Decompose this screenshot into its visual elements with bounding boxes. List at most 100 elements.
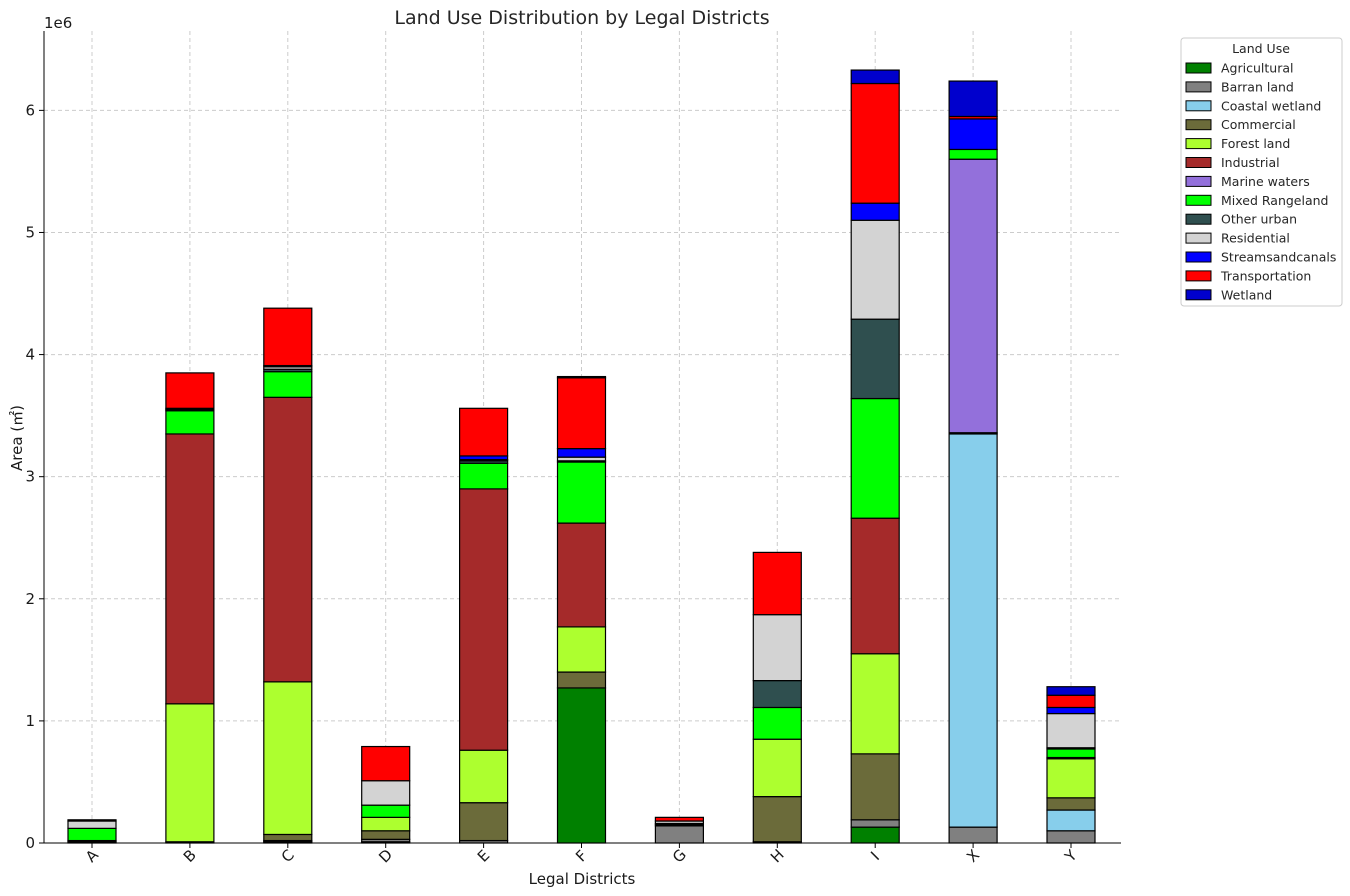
- bar-segment: [556, 377, 607, 450]
- legend-swatch: [1185, 157, 1212, 168]
- bar-segment: [752, 551, 802, 616]
- bar-segment: [165, 372, 215, 409]
- legend-label: Industrial: [1221, 155, 1280, 170]
- bar-stacks: [67, 69, 1096, 844]
- x-tick-label: Y: [1061, 846, 1082, 867]
- legend-swatch: [1185, 289, 1212, 301]
- bar-segment: [459, 407, 509, 457]
- bar-segment: [361, 804, 411, 818]
- bar-segment: [1046, 694, 1096, 709]
- bar-segment: [459, 488, 509, 751]
- bar-segment: [263, 371, 313, 398]
- legend-label: Commercial: [1221, 117, 1296, 132]
- legend-label: Agricultural: [1221, 61, 1293, 76]
- bar-segment: [654, 825, 705, 844]
- bar-segment: [850, 653, 900, 755]
- legend-swatch: [1185, 62, 1212, 74]
- y-tick-label: 1: [25, 712, 35, 730]
- legend-swatch: [1185, 232, 1212, 244]
- bar-segment: [1046, 758, 1096, 799]
- legend-label: Marine waters: [1221, 174, 1310, 189]
- bar-segment: [850, 826, 900, 844]
- bar-segment: [165, 433, 215, 705]
- bar-segment: [67, 827, 117, 842]
- bar-segment: [1046, 712, 1096, 749]
- bar-segment: [459, 802, 509, 842]
- y-axis-label: Area (㎡): [8, 405, 26, 471]
- legend-title: Land Use: [1232, 41, 1290, 56]
- y-tick-label: 3: [25, 468, 35, 486]
- x-tick-label: A: [82, 845, 103, 866]
- bar-segment: [850, 753, 900, 821]
- legend-swatch: [1185, 270, 1212, 282]
- y-tick-label: 5: [25, 223, 35, 241]
- bar-segment: [556, 671, 607, 689]
- bar-segment: [1046, 706, 1096, 715]
- legend-items: Agricultural Barran land Coastal wetland Co…: [1185, 61, 1336, 302]
- bar-segment: [361, 780, 411, 806]
- legend-swatch: [1185, 119, 1212, 131]
- bar-segment: [556, 522, 607, 628]
- bar-segment: [263, 307, 313, 367]
- legend-swatch: [1185, 251, 1212, 263]
- axes: [39, 31, 1121, 848]
- bar-segment: [850, 517, 900, 655]
- bar-segment: [1046, 748, 1096, 759]
- bar-segment: [556, 461, 607, 524]
- bar-segment: [263, 681, 313, 836]
- bar-segment: [948, 148, 998, 160]
- bar-segment: [361, 745, 411, 782]
- bar-segment: [948, 433, 998, 828]
- bar-segment: [850, 202, 900, 221]
- bar-segment: [556, 687, 607, 844]
- bar-segment: [67, 819, 117, 822]
- legend-swatch: [1185, 194, 1212, 206]
- legend-frame: [1180, 37, 1343, 307]
- legend-label: Coastal wetland: [1221, 98, 1321, 113]
- bar-segment: [165, 410, 215, 435]
- bar-segment: [850, 82, 900, 204]
- bar-segment: [948, 158, 998, 434]
- bar-segment: [263, 396, 313, 683]
- bar-segment: [752, 706, 802, 740]
- bar-segment: [752, 614, 802, 682]
- y-tick-label: 4: [25, 346, 35, 364]
- x-tick-label: X: [963, 846, 983, 866]
- bar-segment: [361, 830, 411, 840]
- legend-label: Mixed Rangeland: [1221, 193, 1328, 208]
- legend-label: Wetland: [1221, 287, 1272, 302]
- bar-segment: [165, 703, 215, 843]
- bar-segment: [948, 826, 998, 844]
- legend-swatch: [1185, 138, 1212, 150]
- y-tick-label: 0: [25, 834, 35, 852]
- bar-segment: [752, 738, 802, 798]
- bar-segment: [752, 795, 802, 843]
- x-tick-label: C: [278, 846, 298, 866]
- x-tick-label: F: [572, 847, 591, 866]
- bar-segment: [1046, 809, 1096, 832]
- bar-segment: [850, 397, 900, 519]
- bar-segment: [263, 833, 313, 842]
- bar-segment: [654, 816, 705, 822]
- bar-segment: [459, 462, 509, 490]
- bar-segment: [948, 80, 998, 118]
- x-tick-label: G: [669, 846, 690, 867]
- bar-segment: [850, 318, 900, 400]
- legend-label: Forest land: [1221, 136, 1290, 151]
- legend-label: Other urban: [1221, 212, 1297, 227]
- legend-label: Barran land: [1221, 79, 1294, 94]
- y-axis-offset-label: 1e6: [44, 14, 72, 32]
- legend-label: Residential: [1221, 231, 1290, 246]
- bar-segment: [1046, 797, 1096, 811]
- bar-segment: [1046, 830, 1096, 844]
- legend-swatch: [1185, 81, 1212, 93]
- x-tick-label: E: [474, 846, 493, 865]
- x-tick-label: D: [375, 846, 396, 867]
- legend-swatch: [1185, 213, 1212, 225]
- legend-label: Streamsandcanals: [1221, 250, 1336, 265]
- bar-segment: [556, 626, 607, 673]
- x-tick-label: I: [867, 848, 883, 864]
- x-axis-label: Legal Districts: [529, 870, 636, 888]
- x-tick-label: H: [767, 846, 788, 867]
